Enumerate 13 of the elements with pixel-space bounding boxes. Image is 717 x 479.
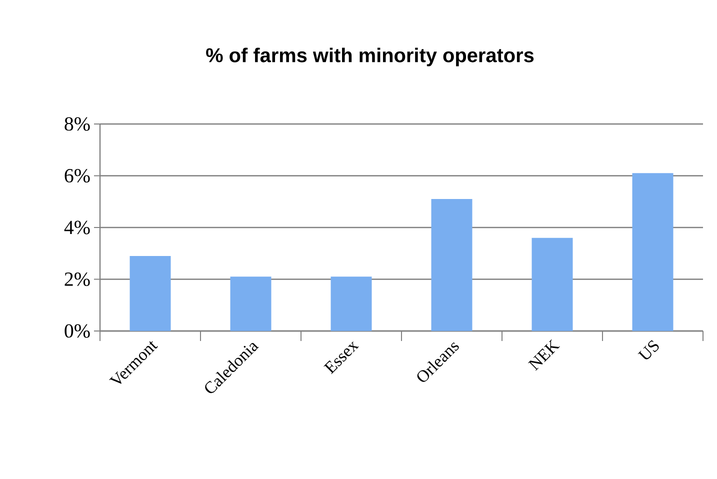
y-tick-label: 8% (64, 117, 90, 131)
y-tick-label: 2% (64, 272, 90, 286)
x-tick-label: US (638, 340, 659, 360)
y-tick-label: 4% (64, 220, 90, 234)
bar (130, 256, 171, 331)
y-tick-label: 6% (64, 168, 90, 182)
bar (431, 199, 472, 331)
chart-title: % of farms with minority operators (206, 48, 534, 66)
bar (632, 173, 674, 331)
bar (330, 276, 372, 331)
y-tick-label: 0% (64, 324, 90, 338)
bar (532, 238, 573, 331)
bar (230, 276, 272, 331)
